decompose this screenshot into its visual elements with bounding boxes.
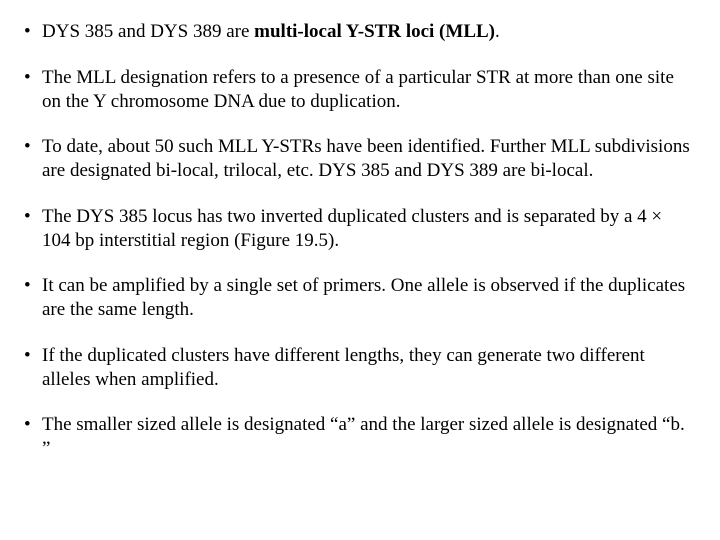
bullet-text-prefix: DYS 385 and DYS 389 are (42, 21, 254, 42)
bullet-item: DYS 385 and DYS 389 are multi-local Y-ST… (18, 20, 692, 44)
bullet-text: The MLL designation refers to a presence… (42, 67, 674, 112)
bullet-text: The DYS 385 locus has two inverted dupli… (42, 206, 662, 251)
bullet-text: It can be amplified by a single set of p… (42, 275, 685, 320)
bullet-text: To date, about 50 such MLL Y-STRs have b… (42, 136, 690, 181)
bullet-item: The smaller sized allele is designated “… (18, 413, 692, 461)
slide: DYS 385 and DYS 389 are multi-local Y-ST… (0, 0, 720, 540)
bullet-text: If the duplicated clusters have differen… (42, 345, 645, 390)
bullet-item: The MLL designation refers to a presence… (18, 66, 692, 114)
bullet-text-suffix: . (495, 21, 500, 42)
bullet-text-bold: multi-local Y-STR loci (MLL) (254, 21, 495, 42)
bullet-item: It can be amplified by a single set of p… (18, 274, 692, 322)
bullet-item: If the duplicated clusters have differen… (18, 344, 692, 392)
bullet-item: The DYS 385 locus has two inverted dupli… (18, 205, 692, 253)
bullet-text: The smaller sized allele is designated “… (42, 414, 685, 459)
bullet-list: DYS 385 and DYS 389 are multi-local Y-ST… (18, 20, 692, 461)
bullet-item: To date, about 50 such MLL Y-STRs have b… (18, 135, 692, 183)
